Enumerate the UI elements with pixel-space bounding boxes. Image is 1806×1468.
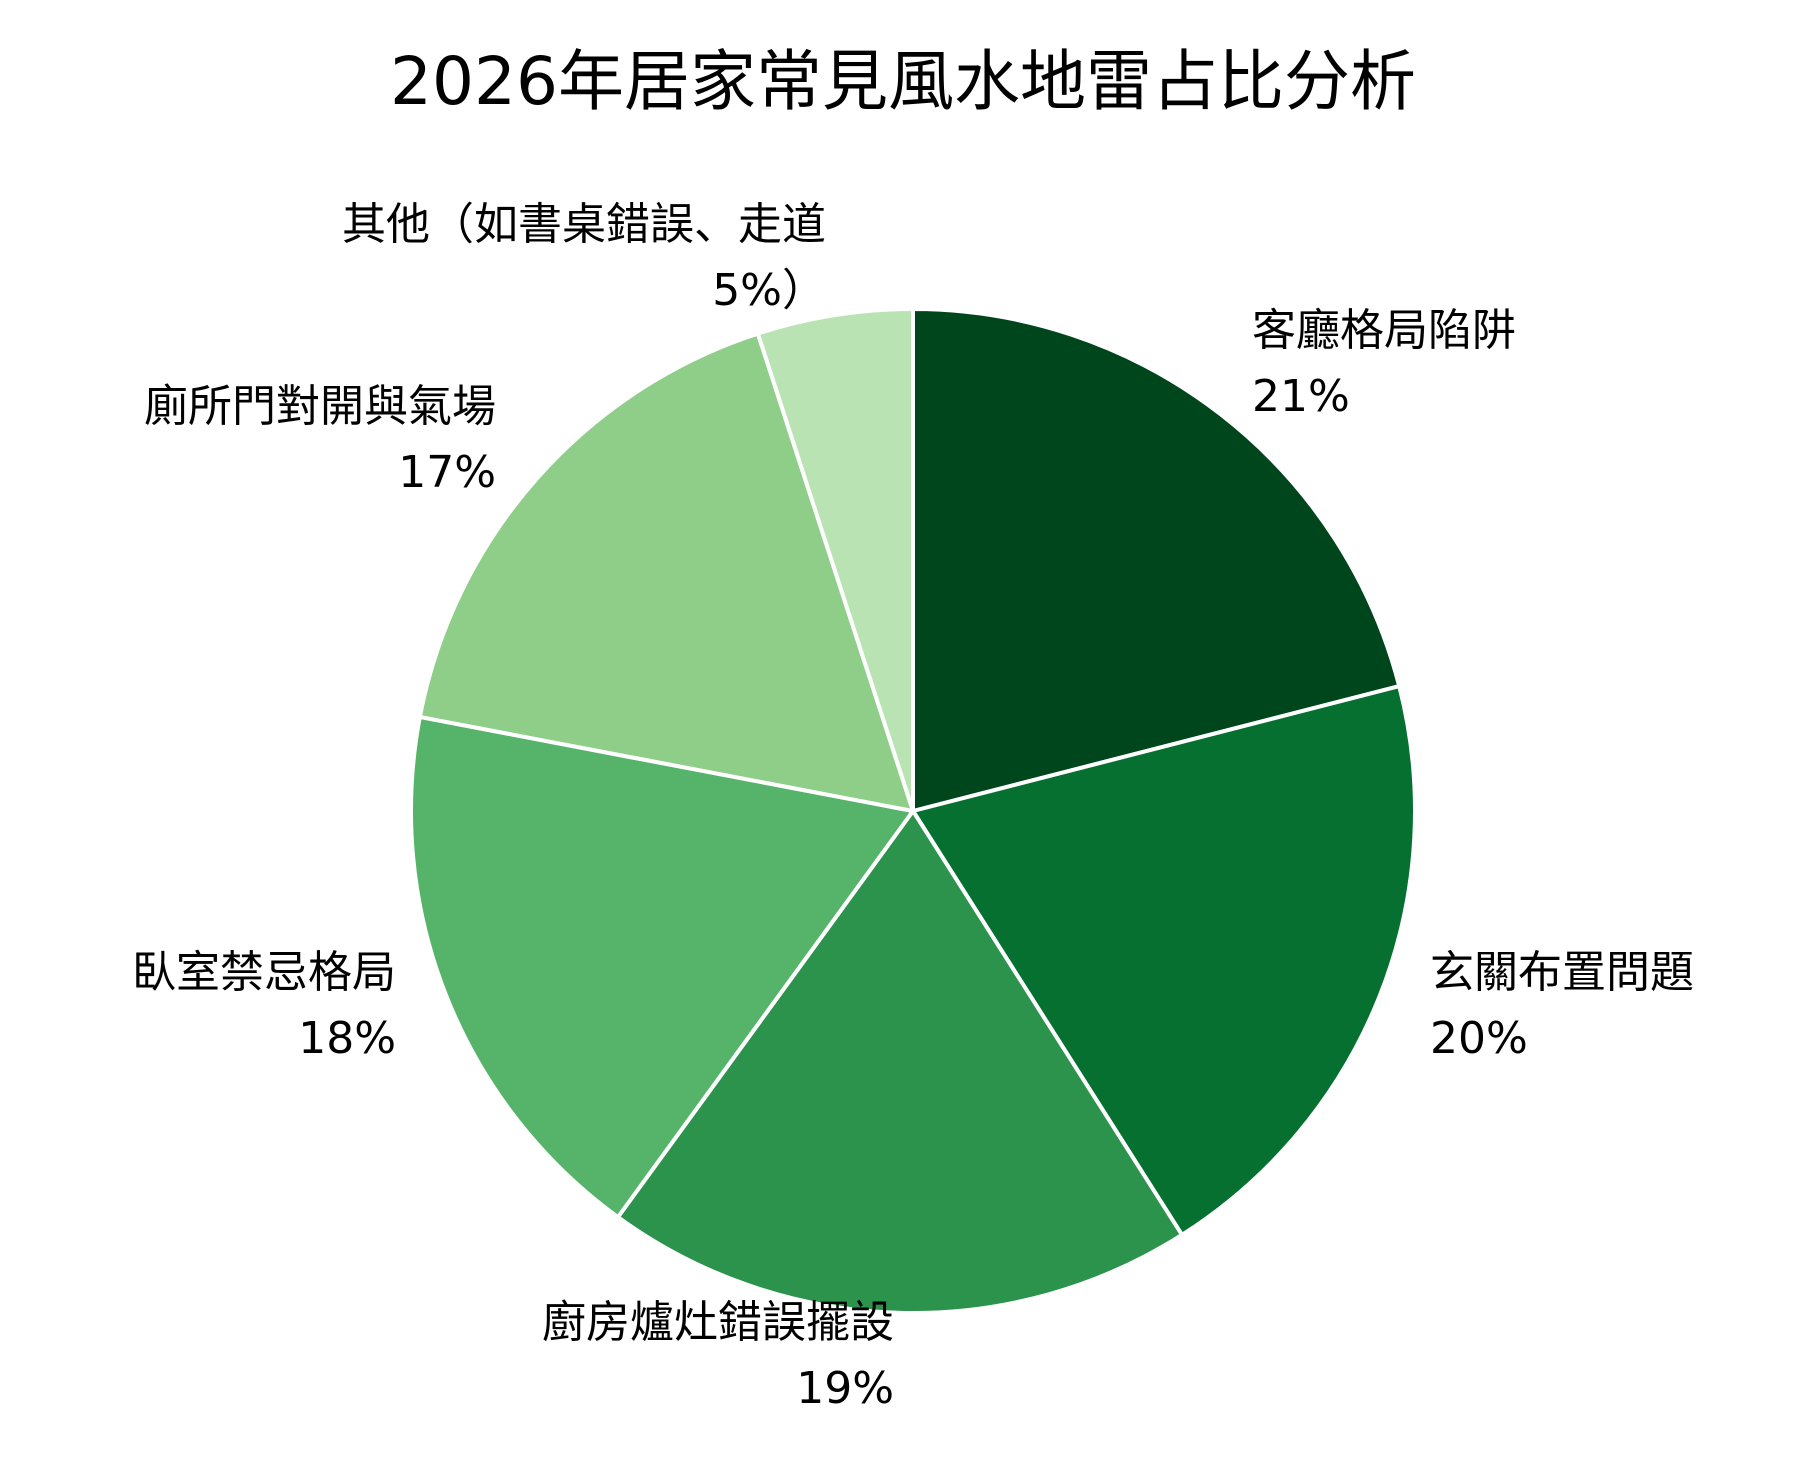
pie-slice-0 [911, 306, 1402, 814]
label-other: 其他（如書桌錯誤、走道 5%） [342, 192, 826, 324]
label-value: 20% [1430, 1013, 1528, 1064]
label-value: 21% [1252, 371, 1350, 422]
label-text: 廁所門對開與氣場 [144, 381, 496, 432]
pie-slice-4 [417, 331, 916, 814]
label-value: 17% [398, 447, 496, 498]
chart-title: 2026年居家常見風水地雷占比分析 [390, 43, 1416, 120]
label-text: 其他（如書桌錯誤、走道 [342, 199, 826, 250]
label-value: 19% [796, 1363, 894, 1414]
label-text: 客廳格局陷阱 [1252, 305, 1516, 356]
pie-slice-2 [615, 807, 1185, 1315]
label-toilet: 廁所門對開與氣場 17% [144, 374, 496, 506]
label-entrance: 玄關布置問題 20% [1430, 940, 1694, 1072]
label-value: 18% [298, 1013, 396, 1064]
label-bedroom: 臥室禁忌格局 18% [132, 940, 396, 1072]
pie-slice-5 [755, 306, 915, 812]
label-text: 廚房爐灶錯誤擺設 [542, 1297, 894, 1348]
pie-slice-1 [909, 683, 1417, 1238]
label-living-room: 客廳格局陷阱 21% [1252, 298, 1516, 430]
label-value: 5%） [712, 265, 826, 316]
label-kitchen: 廚房爐灶錯誤擺設 19% [542, 1290, 894, 1422]
label-text: 臥室禁忌格局 [132, 947, 396, 998]
pie-slice-3 [409, 714, 917, 1220]
label-text: 玄關布置問題 [1430, 947, 1694, 998]
